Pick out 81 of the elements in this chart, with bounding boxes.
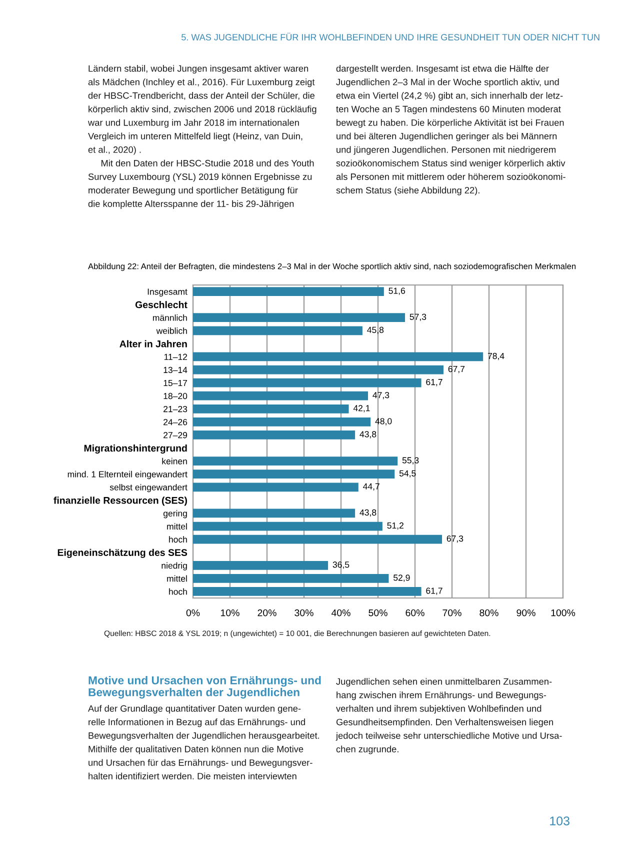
data-label: 61,7: [426, 378, 442, 386]
x-tick-label: 20%: [258, 609, 276, 616]
y-tick-label: 24–26: [164, 419, 188, 426]
y-tick-label: 13–14: [164, 366, 188, 374]
data-label: 51,6: [388, 288, 406, 295]
y-tick-label: männlich: [153, 314, 187, 321]
x-tick-label: 50%: [368, 609, 388, 616]
text: Ländern stabil, wobei Jungen insgesamt aktiver waren als Mädchen (Inchley et al., 2016). Für Luxemburg zeigt der HBSC-Trendbericht, dass der Anteil der Schüler, die körperlich aktiv sind, zwischen 2006 und 2018 rückläufig war und Luxemburg im Jahr 2018 im internationalen Vergleich im unteren Mittelfeld liegt (Heinz, van Duin, et al., 2020) . Mit den Daten der HBSC-Studie 2018 und des Youth Survey Luxembourg (YSL) 2019 können Ergebnisse zu moderater Bewegung und sportlicher Betätigung für die komplette Altersspanne der 11- bis 29-Jährigen: [88, 65, 316, 209]
y-tick-label: niedrig: [162, 562, 187, 570]
x-tick-label: 90%: [516, 609, 536, 616]
text: dargestellt werden. Insgesamt ist etwa die Hälfte der Jugendlichen 2–3 Mal in der Woche sportlich aktiv, und etwa ein Viertel (24,2 %) gibt an, sich innerhalb der letz- ten Woche an 5 Tagen mindestens 60 Minuten moderat bewegt zu haben. Die körperliche Aktivität ist bei Frauen und bei älteren Jugendlichen geringer als bei Männern und jüngeren Jugendlichen. Personen mit niedrigerem sozioökonomischem Status sind weniger körperlich aktiv als Personen mit mittlerem oder höherem sozioökonomi- schem Status (siehe Abbildung 22).: [336, 65, 566, 196]
bar: [193, 378, 422, 388]
bar: [193, 482, 358, 492]
y-tick-label: weiblich: [156, 327, 187, 334]
data-label: 61,7: [426, 588, 442, 595]
data-label: 55,3: [402, 457, 419, 464]
x-tick-label: 30%: [294, 609, 314, 616]
data-label: 36,5: [332, 562, 350, 569]
data-label: 48,0: [375, 418, 392, 426]
data-label: 43,8: [360, 509, 376, 517]
y-tick-label: hoch: [169, 536, 187, 543]
bar: [193, 587, 422, 596]
y-tick-label: Migrationshintergrund: [84, 444, 187, 454]
x-tick-label: 10%: [221, 609, 240, 616]
data-label: 67,3: [446, 535, 464, 543]
data-label: 51,2: [387, 522, 404, 530]
x-tick-label: 60%: [406, 609, 424, 616]
x-tick-label: 100%: [551, 609, 576, 616]
data-label: 42,1: [353, 405, 370, 412]
data-label: 54,5: [399, 470, 416, 478]
data-label: 67,7: [448, 366, 465, 374]
x-tick-label: 70%: [442, 609, 462, 616]
x-tick-label: 0%: [186, 609, 200, 616]
text: Motive und Ursachen von Ernährungs- und Bewegungsverhalten der Jugendlichen: [88, 676, 321, 699]
text: 5. WAS JUGENDLICHE FÜR IHR WOHLBEFINDEN UND IHRE GESUNDHEIT TUN ODER NICHT TUN: [182, 32, 600, 40]
y-tick-label: 21–23: [164, 406, 188, 412]
data-label: 43,8: [360, 431, 376, 438]
data-label: 57,3: [410, 314, 426, 321]
bar: [193, 560, 328, 570]
bar: [193, 534, 442, 544]
text: Auf der Grundlage quantitativer Daten wurden gene- relle Informationen in Bezug auf das Ernährungs- und Bewegungsverhalten der Jugendlichen herausgearbeitet. Mithilfe der qualitativen Daten können nun die Motive und Ursachen für das Ernährungs- und Bewegungsver- halten identifiziert werden. Die meisten interviewten: [88, 705, 320, 780]
bar: [193, 418, 371, 426]
y-tick-label: finanzielle Ressourcen (SES): [54, 496, 187, 506]
y-tick-label: 18–20: [164, 392, 188, 400]
x-tick-label: 80%: [480, 609, 498, 616]
data-label: 45,8: [367, 326, 384, 334]
y-tick-label: gering: [163, 510, 187, 518]
y-tick-label: Eigeneinschätzung des SES: [58, 548, 188, 558]
bar: [193, 574, 389, 583]
y-tick-label: mittel: [167, 575, 187, 582]
bar: [193, 365, 444, 374]
y-tick-label: mittel: [167, 523, 187, 530]
text: Jugendlichen sehen einen unmittelbaren Zusammen- hang zwischen ihrem Ernährungs- und Bewegungs- verhalten und ihrem subjektiven Wohlbefinden und Gesundheitsempfinden. Den Verhaltensweisen liegen jedoch teilweise sehr unterschiedliche Motive und Ursa- chen zugrunde.: [336, 678, 562, 754]
y-tick-label: 27–29: [164, 432, 188, 438]
y-tick-label: mind. 1 Elternteil eingewandert: [68, 470, 188, 480]
y-tick-label: Alter in Jahren: [120, 340, 187, 348]
bar: [193, 508, 356, 518]
bar: [193, 404, 349, 414]
data-label: 44,7: [363, 483, 380, 491]
bar: [193, 287, 384, 296]
bar: [193, 326, 362, 336]
bar: [193, 522, 382, 531]
bar: [193, 352, 484, 362]
bar: [193, 391, 368, 400]
y-tick-label: selbst eingewandert: [110, 484, 188, 492]
data-label: 78,4: [488, 352, 504, 360]
x-tick-label: 40%: [331, 609, 350, 616]
chart-title: Abbildung 22: Anteil der Befragten, die mindestens 2–3 Mal in der Woche sportlich aktiv sind, nach soziodemografischen Merkmalen: [88, 263, 576, 271]
bar: [193, 456, 398, 466]
y-tick-label: Insgesamt: [148, 288, 188, 297]
y-tick-label: keinen: [162, 458, 187, 464]
data-label: 47,3: [372, 392, 390, 400]
y-tick-label: 11–12: [164, 354, 188, 360]
bar: [193, 470, 395, 479]
y-tick-label: Geschlecht: [135, 301, 188, 308]
text: 103: [550, 816, 570, 826]
data-label: 52,9: [394, 574, 410, 582]
y-tick-label: 15–17: [164, 380, 188, 386]
y-tick-label: hoch: [169, 588, 187, 595]
bar: [193, 313, 406, 322]
bar: [193, 430, 356, 440]
